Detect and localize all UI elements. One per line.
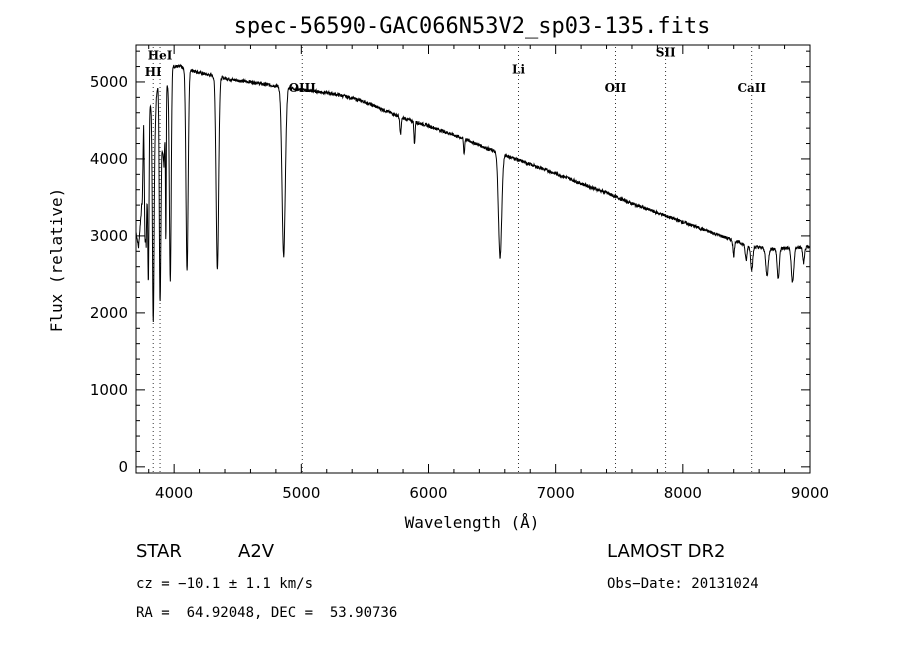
axis-ticks: 4000 5000 6000 7000 8000 9000 0 1000 2000 3000 400…	[90, 45, 829, 502]
x-tick-label: 6000	[409, 484, 447, 502]
x-axis-label: Wavelength (Å)	[405, 513, 540, 532]
line-marker-label: Li	[512, 62, 525, 76]
y-tick-label: 0	[118, 458, 128, 476]
y-tick-label: 5000	[90, 73, 128, 91]
x-tick-label: 5000	[282, 484, 320, 502]
line-marker-label: HI	[145, 65, 162, 79]
coordinates: RA = 64.92048, DEC = 53.90736	[136, 605, 398, 621]
y-axis-label: Flux (relative)	[47, 188, 66, 333]
object-subclass: A2V	[238, 541, 275, 562]
x-tick-label: 9000	[791, 484, 829, 502]
plot-frame	[135, 44, 811, 474]
line-marker-label: HeI	[148, 49, 173, 63]
y-tick-label: 4000	[90, 150, 128, 168]
y-tick-label: 3000	[90, 227, 128, 245]
x-tick-label: 4000	[155, 484, 193, 502]
y-tick-label: 2000	[90, 304, 128, 322]
survey-name: LAMOST DR2	[607, 541, 726, 562]
redshift-info: cz = −10.1 ± 1.1 km/s	[136, 576, 314, 592]
object-class: STAR	[136, 541, 182, 562]
line-marker-label: SII	[656, 46, 676, 60]
x-tick-label: 8000	[664, 484, 702, 502]
chart-title: spec-56590-GAC066N53V2_sp03-135.fits	[234, 14, 711, 39]
line-marker-label: CaII	[737, 81, 766, 95]
observation-date: Obs−Date: 20131024	[607, 576, 759, 592]
spectrum-series-line	[135, 63, 811, 322]
line-marker-label: OII	[605, 81, 627, 95]
y-tick-label: 1000	[90, 381, 128, 399]
x-tick-label: 7000	[537, 484, 575, 502]
